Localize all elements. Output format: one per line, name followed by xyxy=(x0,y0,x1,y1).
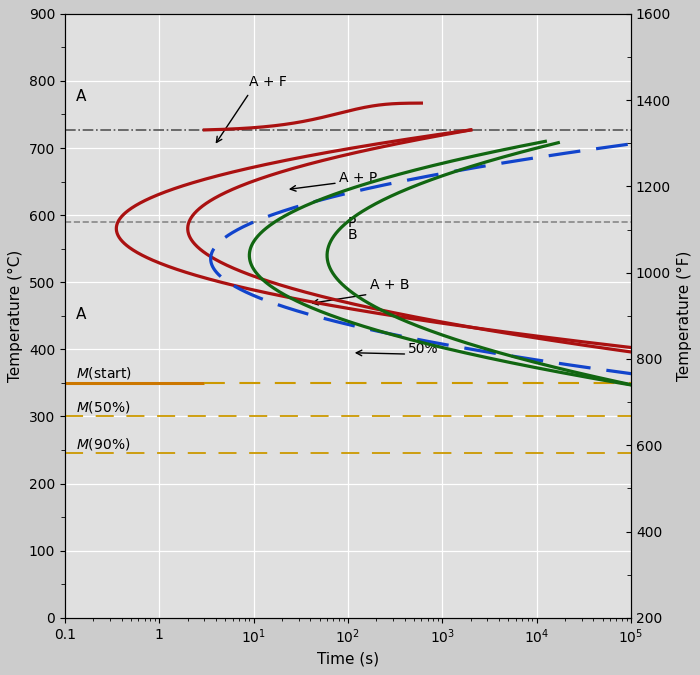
Text: A + B: A + B xyxy=(370,278,410,292)
Text: A + F: A + F xyxy=(249,75,287,88)
Y-axis label: Temperature (°F): Temperature (°F) xyxy=(677,250,692,381)
Text: $M$(50%): $M$(50%) xyxy=(76,400,130,415)
Text: P: P xyxy=(348,215,356,230)
Y-axis label: Temperature (°C): Temperature (°C) xyxy=(8,250,23,382)
X-axis label: Time (s): Time (s) xyxy=(317,651,379,667)
Text: A: A xyxy=(76,307,86,322)
Text: A: A xyxy=(76,89,86,104)
Text: A + P: A + P xyxy=(339,171,377,184)
Text: 50%: 50% xyxy=(407,342,438,356)
Text: B: B xyxy=(348,227,358,242)
Text: $M$(90%): $M$(90%) xyxy=(76,435,130,452)
Text: $M$(start): $M$(start) xyxy=(76,365,132,381)
